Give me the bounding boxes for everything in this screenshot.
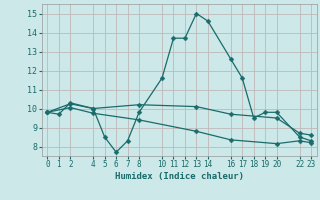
- X-axis label: Humidex (Indice chaleur): Humidex (Indice chaleur): [115, 172, 244, 181]
